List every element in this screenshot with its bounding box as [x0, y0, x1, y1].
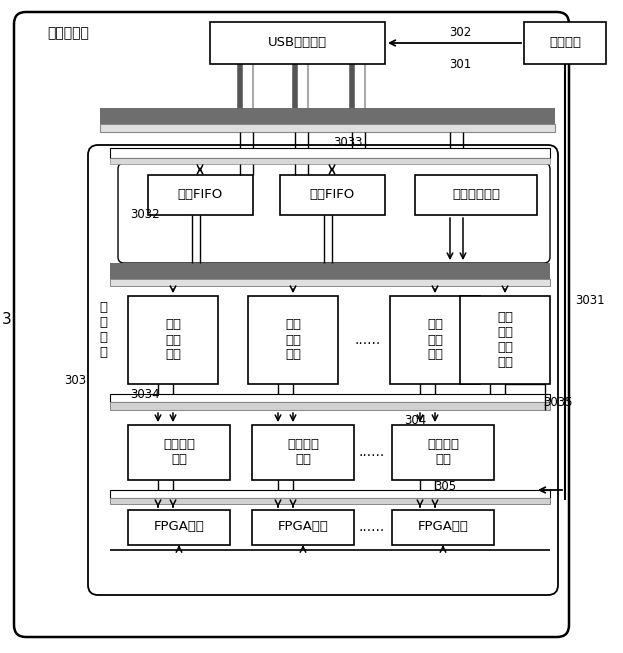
Text: 3: 3: [2, 313, 12, 328]
Text: 配置
时序
电路: 配置 时序 电路: [427, 319, 443, 362]
Text: USB控制电路: USB控制电路: [267, 37, 326, 50]
Bar: [524, 22, 606, 64]
Text: 配置适配器: 配置适配器: [47, 26, 89, 40]
Text: 接收FIFO: 接收FIFO: [178, 189, 222, 202]
Bar: [128, 425, 230, 480]
Text: 供电电路: 供电电路: [549, 37, 581, 50]
Bar: [128, 296, 218, 384]
Text: 3034: 3034: [130, 387, 159, 400]
Text: ......: ......: [359, 520, 385, 534]
Bar: [392, 425, 494, 480]
FancyBboxPatch shape: [14, 12, 569, 637]
Text: 302: 302: [449, 27, 471, 39]
Bar: [110, 402, 550, 410]
Bar: [280, 175, 385, 215]
Text: FPGA接口: FPGA接口: [417, 520, 468, 534]
Text: 305: 305: [434, 481, 456, 494]
Text: 配
置
电
路: 配 置 电 路: [99, 301, 107, 359]
Text: 配置
时序
电路: 配置 时序 电路: [165, 319, 181, 362]
Text: FPGA接口: FPGA接口: [278, 520, 328, 534]
Bar: [148, 175, 253, 215]
Text: 3031: 3031: [575, 293, 605, 306]
Bar: [210, 22, 385, 64]
Bar: [390, 296, 480, 384]
Bar: [110, 279, 550, 286]
Bar: [460, 296, 550, 384]
FancyBboxPatch shape: [118, 163, 550, 263]
Text: 301: 301: [449, 59, 471, 71]
Bar: [100, 108, 555, 124]
Text: 链式
配置
时序
电路: 链式 配置 时序 电路: [497, 311, 513, 369]
Text: 303: 303: [64, 374, 86, 387]
Bar: [110, 263, 550, 279]
Bar: [110, 158, 550, 164]
Bar: [415, 175, 537, 215]
Text: 3035: 3035: [543, 396, 573, 409]
Text: 配置控制电路: 配置控制电路: [452, 189, 500, 202]
Text: FPGA接口: FPGA接口: [153, 520, 204, 534]
Text: 隔离匹配
电路: 隔离匹配 电路: [427, 438, 459, 466]
Bar: [248, 296, 338, 384]
Bar: [100, 124, 555, 132]
Bar: [110, 394, 550, 402]
Text: 发送FIFO: 发送FIFO: [310, 189, 354, 202]
Text: 隔离匹配
电路: 隔离匹配 电路: [163, 438, 195, 466]
Bar: [110, 490, 550, 498]
Text: 304: 304: [404, 413, 426, 426]
Bar: [110, 498, 550, 504]
Bar: [252, 510, 354, 545]
Text: ......: ......: [359, 445, 385, 459]
Bar: [252, 425, 354, 480]
Text: ......: ......: [355, 333, 381, 347]
Text: 3033: 3033: [333, 136, 363, 150]
Bar: [392, 510, 494, 545]
Bar: [110, 148, 550, 158]
Bar: [128, 510, 230, 545]
Text: 配置
时序
电路: 配置 时序 电路: [285, 319, 301, 362]
Text: 3032: 3032: [130, 208, 159, 221]
Text: 隔离匹配
电路: 隔离匹配 电路: [287, 438, 319, 466]
FancyBboxPatch shape: [88, 145, 558, 595]
